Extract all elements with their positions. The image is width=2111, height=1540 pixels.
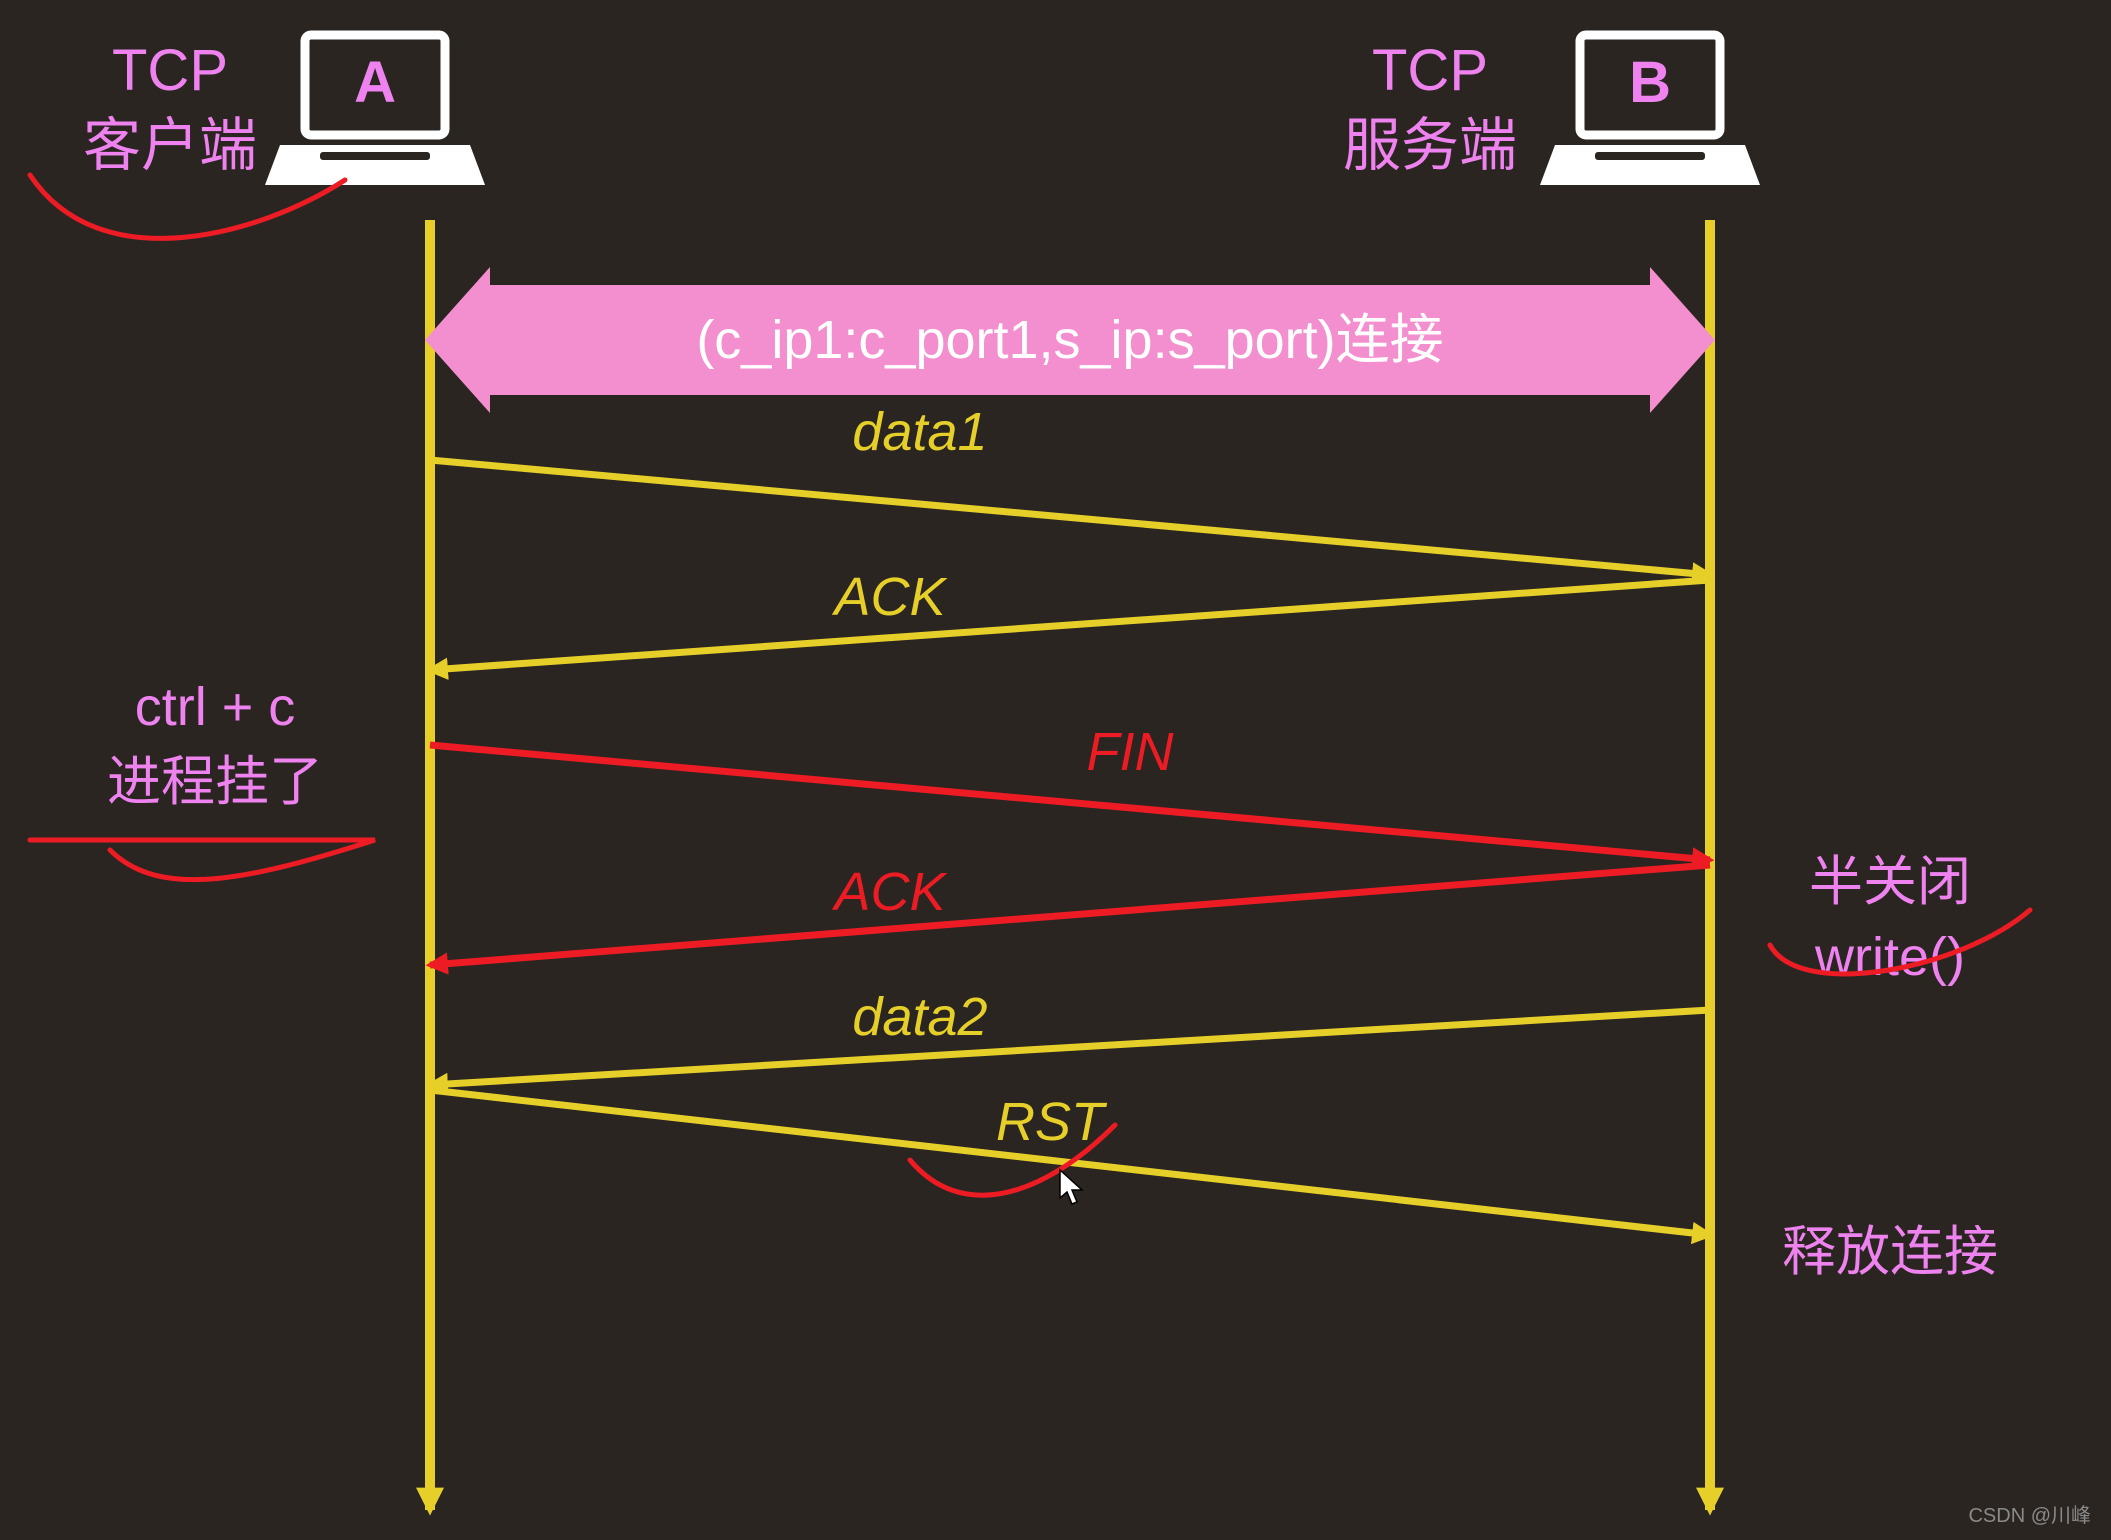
arrow-label-fin-2: FIN <box>1087 722 1175 782</box>
server-laptop-icon-letter: B <box>1629 50 1671 115</box>
server-role-line1: TCP <box>1372 38 1488 103</box>
side-label-0-0: ctrl + c <box>135 677 296 737</box>
client-role-line1: TCP <box>112 38 228 103</box>
arrow-label-data1-0: data1 <box>852 402 987 462</box>
side-label-1-0: 半关闭 <box>1809 852 1971 912</box>
client-role-line2: 客户端 <box>83 113 257 178</box>
watermark: CSDN @川峰 <box>1968 1504 2091 1527</box>
tcp-sequence-diagram: TCP 客户端 A TCP 服务端 B (c_ip1:c_port1,s_ip:s_port… <box>0 0 2111 1540</box>
arrow-label-rst-5: RST <box>996 1092 1108 1152</box>
arrow-label-data2-4: data2 <box>852 987 987 1047</box>
side-label-0-1: 进程挂了 <box>107 752 323 812</box>
client-laptop-icon-letter: A <box>354 50 396 115</box>
arrow-label-ack-3: ACK <box>831 862 947 922</box>
arrow-label-ack-1: ACK <box>831 567 947 627</box>
server-role-line2: 服务端 <box>1343 113 1517 178</box>
side-label-2-0: 释放连接 <box>1782 1222 1998 1282</box>
connection-banner-text: (c_ip1:c_port1,s_ip:s_port)连接 <box>696 310 1443 370</box>
